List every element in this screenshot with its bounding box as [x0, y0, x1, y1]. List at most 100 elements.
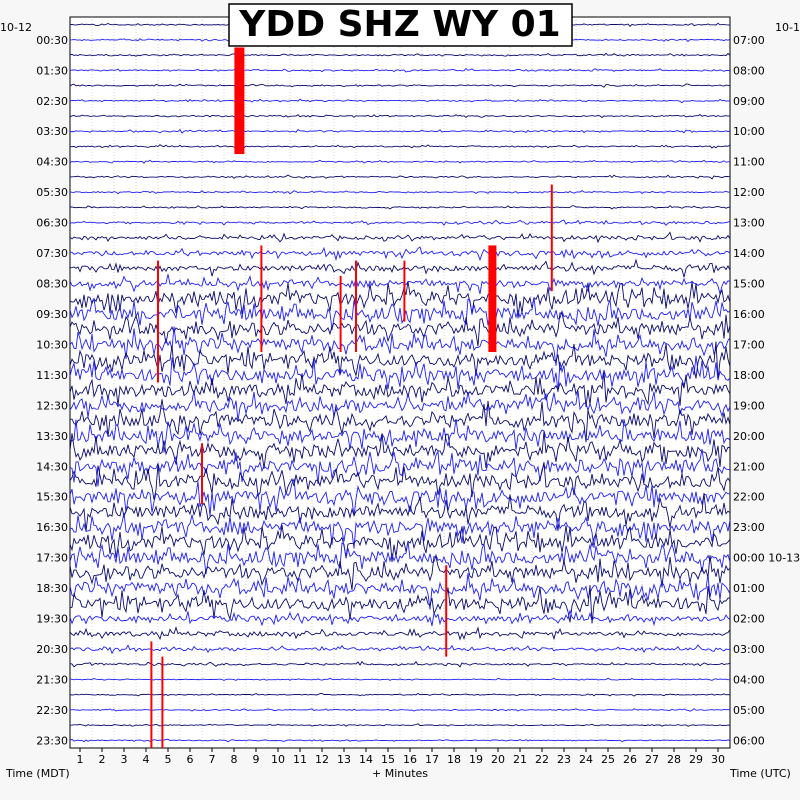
- trace-row: [69, 541, 731, 574]
- left-time-label: 02:30: [36, 95, 68, 108]
- x-tick-label: 4: [143, 753, 150, 766]
- right-time-label: 08:00: [733, 64, 765, 77]
- trace-row: [69, 98, 731, 104]
- trace-row: [69, 449, 731, 487]
- x-axis-label: + Minutes: [372, 767, 428, 780]
- clipped-signals: [150, 47, 553, 748]
- right-time-label: 16:00: [733, 308, 765, 321]
- x-tick-label: 24: [579, 753, 593, 766]
- right-time-label: 06:00: [733, 734, 765, 747]
- trace-row: [69, 492, 731, 532]
- trace-row: [69, 524, 731, 563]
- x-tick-label: 13: [337, 753, 351, 766]
- x-tick-label: 17: [425, 753, 439, 766]
- clipped-marker: [157, 260, 159, 383]
- trace-row: [69, 159, 731, 164]
- trace-row: [69, 677, 731, 681]
- left-time-label: 00:30: [36, 34, 68, 47]
- right-time-label: 05:00: [733, 704, 765, 717]
- x-tick-label: 7: [209, 753, 216, 766]
- left-time-label: 18:30: [36, 582, 68, 595]
- trace-row: [69, 67, 731, 73]
- trace-row: [69, 418, 731, 453]
- right-time-label: 22:00: [733, 491, 765, 504]
- left-time-label: 19:30: [36, 613, 68, 626]
- x-tick-label: 6: [187, 753, 194, 766]
- x-tick-label: 11: [293, 753, 307, 766]
- x-tick-label: 20: [491, 753, 505, 766]
- right-time-label: 00:00 10-13: [733, 552, 800, 565]
- right-time-label: 23:00: [733, 521, 765, 534]
- right-time-label: 12:00: [733, 186, 765, 199]
- x-tick-label: 26: [623, 753, 637, 766]
- left-time-label: 03:30: [36, 125, 68, 138]
- trace-row: [69, 371, 731, 407]
- right-time-label: 02:00: [733, 613, 765, 626]
- x-tick-label: 21: [513, 753, 527, 766]
- x-tick-label: 18: [447, 753, 461, 766]
- clipped-marker: [403, 260, 406, 322]
- right-time-label: 17:00: [733, 338, 765, 351]
- clipped-marker: [339, 275, 342, 353]
- left-time-label: 08:30: [36, 278, 68, 291]
- clipped-marker: [150, 641, 153, 748]
- trace-row: [70, 246, 731, 262]
- left-time-label: 06:30: [36, 217, 68, 230]
- x-tick-label: 23: [557, 753, 571, 766]
- left-time-label: 05:30: [36, 186, 68, 199]
- trace-row: [69, 355, 731, 393]
- left-time-label: 13:30: [36, 430, 68, 443]
- right-time-label: 03:00: [733, 643, 765, 656]
- trace-row: [69, 708, 731, 712]
- clipped-marker: [355, 260, 357, 353]
- x-tick-label: 12: [315, 753, 329, 766]
- trace-row: [69, 190, 731, 195]
- x-axis-ticks: 1 2 3 4 5 6 7 8 9 10 11 12 13 14 15 16 17 18 19 20 21 22 23 24 2…: [77, 748, 725, 766]
- trace-row: [69, 644, 731, 655]
- y-label-right: Time (UTC): [729, 767, 791, 780]
- x-tick-label: 27: [645, 753, 659, 766]
- grid: [91, 17, 709, 748]
- right-time-label: 04:00: [733, 673, 765, 686]
- trace-row: [69, 281, 731, 319]
- x-tick-label: 3: [121, 753, 128, 766]
- trace-row: [69, 723, 731, 727]
- trace-row: [69, 219, 731, 226]
- trace-row: [69, 477, 731, 517]
- left-time-label: 21:30: [36, 673, 68, 686]
- trace-row: [69, 462, 731, 500]
- x-tick-label: 30: [711, 753, 725, 766]
- right-time-label: 14:00: [733, 247, 765, 260]
- x-tick-label: 1: [77, 753, 84, 766]
- right-time-label: 20:00: [733, 430, 765, 443]
- left-time-label: 22:30: [36, 704, 68, 717]
- x-tick-label: 9: [253, 753, 260, 766]
- trace-row: [69, 573, 731, 610]
- x-tick-label: 28: [667, 753, 681, 766]
- clipped-marker: [550, 184, 553, 292]
- trace-row: [69, 258, 731, 278]
- trace-row: [69, 204, 731, 210]
- trace-row: [69, 52, 731, 57]
- left-time-label: 09:30: [36, 308, 68, 321]
- left-time-label: 15:30: [36, 491, 68, 504]
- left-time-label: 17:30: [36, 552, 68, 565]
- date-right: 10-1: [775, 21, 800, 34]
- trace-row: [69, 554, 731, 591]
- clipped-marker: [234, 47, 245, 155]
- x-tick-label: 5: [165, 753, 172, 766]
- x-tick-label: 19: [469, 753, 483, 766]
- left-time-label: 16:30: [36, 521, 68, 534]
- right-time-label: 21:00: [733, 460, 765, 473]
- left-time-label: 20:30: [36, 643, 68, 656]
- trace-row: [70, 144, 731, 149]
- trace-row: [69, 128, 731, 134]
- x-tick-label: 16: [403, 753, 417, 766]
- x-tick-label: 8: [231, 753, 238, 766]
- trace-row: [69, 312, 731, 347]
- left-time-label: 07:30: [36, 247, 68, 260]
- right-time-label: 13:00: [733, 217, 765, 230]
- trace-row: [69, 297, 731, 331]
- x-tick-label: 2: [99, 753, 106, 766]
